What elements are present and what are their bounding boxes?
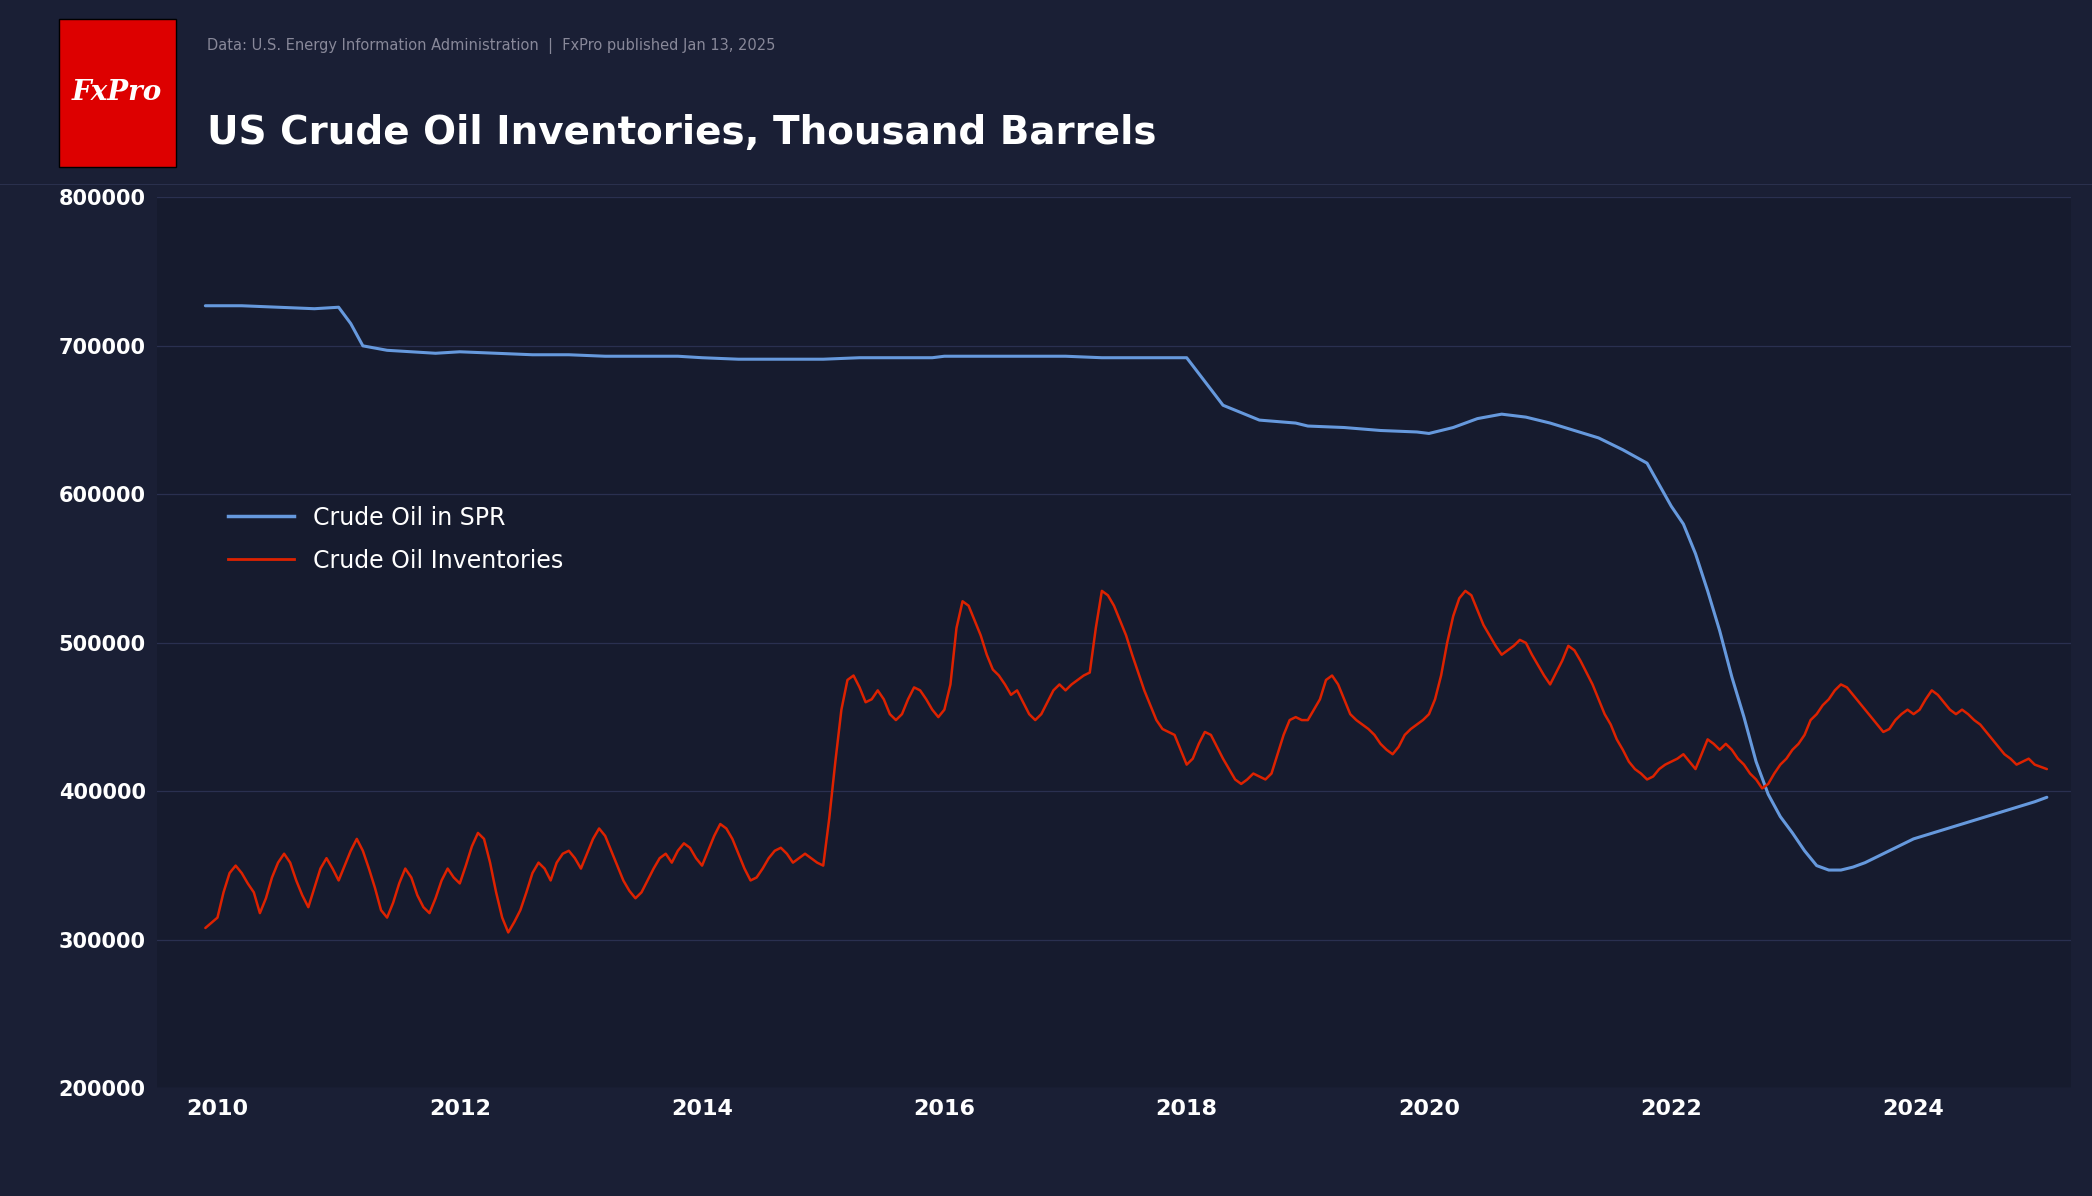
Legend: Crude Oil in SPR, Crude Oil Inventories: Crude Oil in SPR, Crude Oil Inventories: [218, 494, 575, 585]
Text: FxPro: FxPro: [71, 79, 163, 106]
FancyBboxPatch shape: [59, 19, 176, 167]
Text: US Crude Oil Inventories, Thousand Barrels: US Crude Oil Inventories, Thousand Barre…: [207, 115, 1157, 152]
Text: Data: U.S. Energy Information Administration  |  FxPro published Jan 13, 2025: Data: U.S. Energy Information Administra…: [207, 38, 776, 54]
